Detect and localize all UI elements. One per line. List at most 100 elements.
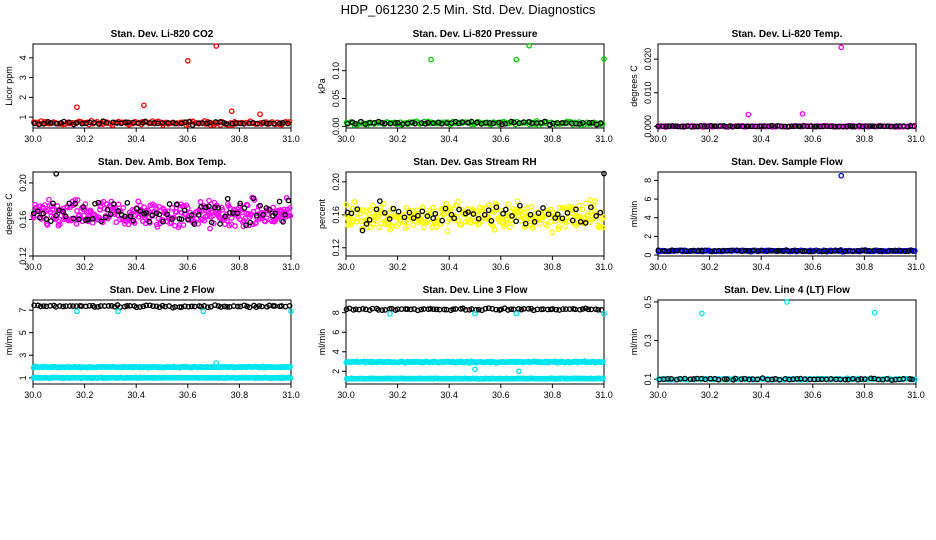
data-point bbox=[688, 123, 695, 130]
data-point bbox=[343, 201, 350, 208]
data-point bbox=[286, 302, 293, 309]
x-tick-label: 30.0 bbox=[649, 262, 667, 272]
data-point bbox=[675, 123, 681, 130]
data-point bbox=[456, 206, 462, 213]
data-point bbox=[34, 208, 41, 215]
outlier-point bbox=[838, 172, 845, 179]
y-axis-label: ml/min bbox=[317, 329, 327, 356]
data-point bbox=[217, 215, 224, 222]
data-point bbox=[241, 205, 248, 211]
data-point bbox=[170, 119, 176, 126]
data-point bbox=[695, 247, 702, 254]
data-point bbox=[379, 307, 386, 313]
y-tick-label: 2 bbox=[18, 95, 28, 100]
data-point bbox=[711, 123, 718, 130]
figure-title: HDP_061230 2.5 Min. Std. Dev. Diagnostic… bbox=[341, 2, 596, 17]
data-point bbox=[488, 217, 495, 224]
data-point bbox=[386, 216, 393, 222]
outlier-point bbox=[213, 43, 220, 49]
data-point bbox=[911, 123, 918, 129]
data-point bbox=[493, 306, 499, 313]
data-point bbox=[122, 213, 128, 220]
y-tick-label: 0.000 bbox=[643, 115, 653, 138]
data-point bbox=[493, 204, 500, 211]
data-point bbox=[195, 212, 202, 218]
data-point bbox=[552, 215, 559, 221]
data-point bbox=[668, 375, 675, 382]
data-point bbox=[271, 120, 277, 127]
data-point bbox=[66, 200, 73, 207]
panel-1: Stan. Dev. Li-820 CO2 30.0 30.2 30.4 30.6 30.… bbox=[4, 29, 300, 144]
data-point bbox=[499, 121, 505, 128]
y-tick-label: 0.20 bbox=[18, 174, 28, 192]
data-point bbox=[909, 247, 915, 254]
plot-frame bbox=[345, 43, 605, 129]
data-point bbox=[143, 209, 149, 216]
data-point bbox=[369, 202, 376, 209]
panel-6: Stan. Dev. Sample Flow 30.0 30.2 30.4 30.6 30… bbox=[629, 157, 925, 272]
data-point bbox=[215, 204, 222, 211]
data-point bbox=[502, 120, 509, 127]
y-tick-label: 4 bbox=[643, 215, 653, 220]
outlier-point bbox=[387, 310, 393, 317]
data-point bbox=[750, 247, 756, 254]
data-point bbox=[125, 119, 131, 126]
data-point bbox=[285, 197, 292, 204]
data-point bbox=[681, 123, 688, 130]
data-point bbox=[600, 214, 607, 220]
data-point bbox=[478, 218, 485, 225]
data-point bbox=[766, 123, 772, 130]
plot-frame bbox=[345, 299, 605, 385]
data-point bbox=[260, 119, 267, 126]
data-point bbox=[728, 247, 735, 254]
data-point bbox=[40, 303, 47, 309]
data-point bbox=[143, 302, 150, 309]
data-point bbox=[36, 214, 43, 221]
data-point bbox=[395, 208, 402, 215]
outlier-point bbox=[200, 308, 207, 315]
data-point bbox=[260, 212, 266, 218]
y-tick-label: 5 bbox=[18, 330, 28, 335]
data-point bbox=[70, 303, 76, 309]
x-tick-label: 30.8 bbox=[231, 262, 249, 272]
y-axis-label: Licor ppm bbox=[4, 66, 14, 106]
data-point bbox=[343, 306, 350, 313]
data-point bbox=[198, 303, 205, 310]
data-point bbox=[458, 221, 465, 228]
outlier-point bbox=[184, 57, 191, 64]
data-point bbox=[432, 210, 439, 217]
data-point bbox=[909, 376, 915, 383]
y-tick-label: 0.10 bbox=[331, 62, 341, 80]
x-tick-label: 30.4 bbox=[127, 390, 145, 400]
data-point bbox=[124, 199, 131, 206]
y-axis-label: percent bbox=[317, 198, 327, 229]
x-tick-label: 30.0 bbox=[24, 262, 42, 272]
x-tick-label: 31.0 bbox=[282, 390, 300, 400]
data-point bbox=[418, 306, 425, 313]
data-point bbox=[113, 219, 120, 226]
data-point bbox=[221, 303, 228, 310]
data-point bbox=[582, 305, 589, 312]
data-point bbox=[694, 123, 701, 130]
data-point bbox=[345, 216, 352, 223]
x-tick-label: 30.6 bbox=[492, 262, 510, 272]
data-point bbox=[403, 205, 410, 211]
data-point bbox=[585, 216, 592, 222]
data-point bbox=[586, 119, 593, 126]
data-point bbox=[115, 208, 121, 214]
data-point bbox=[125, 221, 132, 228]
y-tick-label: 2 bbox=[643, 234, 653, 239]
x-tick-label: 30.6 bbox=[492, 134, 510, 144]
data-point bbox=[561, 205, 568, 212]
data-point bbox=[724, 376, 730, 382]
data-point bbox=[490, 120, 497, 127]
data-point bbox=[527, 215, 533, 222]
data-point bbox=[101, 205, 108, 212]
data-point bbox=[866, 123, 873, 129]
x-tick-label: 30.4 bbox=[440, 134, 458, 144]
y-tick-label: 0.5 bbox=[643, 296, 653, 309]
data-point bbox=[375, 213, 382, 219]
data-point bbox=[441, 211, 448, 218]
data-point bbox=[366, 207, 373, 213]
data-point bbox=[359, 227, 366, 234]
